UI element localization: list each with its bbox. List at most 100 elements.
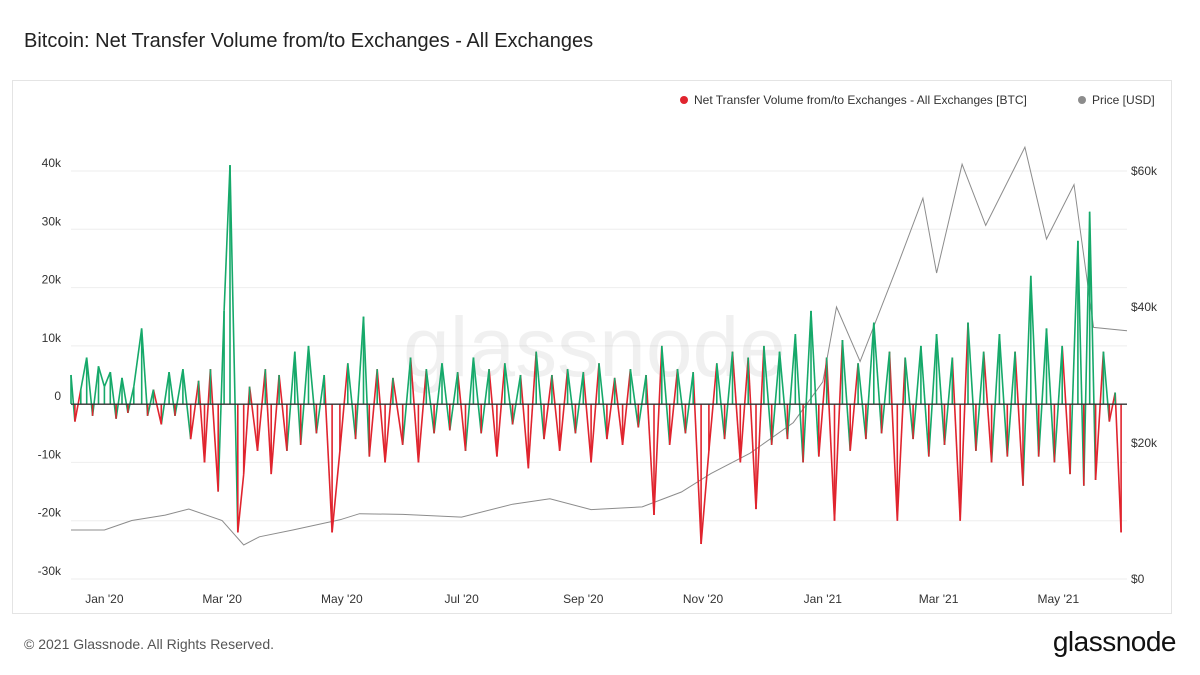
- net-transfer-segment: [115, 377, 123, 419]
- price-series: [71, 145, 1128, 546]
- net-transfer-segment: [294, 351, 302, 445]
- net-transfer-segment: [841, 339, 851, 451]
- net-transfer-segment: [708, 363, 718, 451]
- chart-legend: Net Transfer Volume from/to Exchanges - …: [680, 93, 1155, 107]
- legend-label-price: Price [USD]: [1092, 93, 1155, 107]
- y-right-tick-label: $40k: [1131, 300, 1158, 314]
- net-transfer-segment: [1045, 328, 1056, 463]
- net-transfer-segment: [629, 369, 640, 428]
- x-tick-label: Mar '21: [919, 592, 959, 606]
- chart-area: glassnode 40k 30k 20k 10k 0 -10k -20k -30k $60k $…: [12, 80, 1172, 614]
- net-transfer-segment: [209, 369, 219, 492]
- net-transfer-segment: [786, 334, 797, 440]
- net-transfer-segment: [613, 377, 624, 445]
- net-transfer-segment: [362, 316, 371, 457]
- net-transfer-segment: [825, 357, 836, 521]
- net-transfer-segment: [307, 345, 318, 434]
- net-transfer-segment: [278, 374, 288, 451]
- net-transfer-segment: [347, 363, 357, 440]
- net-transfer-segment: [849, 363, 859, 451]
- copyright-text: © 2021 Glassnode. All Rights Reserved.: [24, 636, 275, 652]
- y-left-tick-label: 30k: [42, 214, 62, 228]
- net-transfer-segment: [582, 372, 592, 463]
- net-transfer-segment: [606, 377, 616, 440]
- net-transfer-segment: [896, 357, 906, 521]
- net-transfer-segment: [558, 369, 569, 451]
- net-transfer-segment: [242, 386, 251, 475]
- net-transfer-segment: [456, 372, 467, 451]
- net-transfer-segment: [700, 450, 710, 545]
- net-transfer-segment: [935, 334, 946, 445]
- net-transfer-segment: [1094, 351, 1105, 480]
- net-transfer-segment: [959, 322, 969, 521]
- net-transfer-segment: [121, 377, 129, 414]
- net-transfer-segment: [323, 374, 333, 533]
- net-transfer-segment: [354, 316, 365, 440]
- chart-title: Bitcoin: Net Transfer Volume from/to Exc…: [24, 30, 594, 52]
- net-transfer-segment: [684, 371, 694, 434]
- net-transfer-segment: [998, 334, 1009, 457]
- legend-marker-net-transfer: [680, 96, 688, 104]
- net-transfer-segment: [504, 363, 514, 425]
- net-transfer-segment: [1088, 211, 1097, 480]
- legend-marker-price: [1078, 96, 1086, 104]
- y-left-tick-label: 0: [54, 389, 61, 403]
- net-transfer-segment: [645, 374, 655, 515]
- net-transfer-segment: [661, 345, 671, 445]
- x-tick-label: Jan '21: [804, 592, 843, 606]
- net-transfer-segment: [368, 369, 378, 457]
- net-transfer-segment: [535, 351, 545, 440]
- grid-lines: [71, 170, 1127, 580]
- net-transfer-segment: [223, 165, 231, 311]
- glassnode-logo: glassnode: [1052, 626, 1177, 657]
- net-transfer-segment: [566, 369, 577, 434]
- y-left-tick-label: -30k: [38, 564, 62, 578]
- net-transfer-segment: [384, 377, 394, 463]
- net-transfer-segment: [1077, 240, 1085, 486]
- net-transfer-segment: [97, 366, 106, 387]
- net-transfer-segment: [637, 374, 647, 428]
- net-transfer-segment: [739, 357, 749, 463]
- net-transfer-segment: [1030, 275, 1040, 457]
- net-transfer-segment: [376, 369, 386, 463]
- net-transfer-segment: [1069, 240, 1079, 475]
- net-transfer-segment: [80, 357, 88, 390]
- chart-svg: glassnode 40k 30k 20k 10k 0 -10k -20k -30k $60k $…: [38, 93, 1158, 606]
- net-transfer-segment: [928, 334, 938, 457]
- legend-label-net-transfer: Net Transfer Volume from/to Exchanges - …: [694, 93, 1027, 107]
- net-transfer-segment: [286, 351, 296, 451]
- net-transfer-segment: [1083, 211, 1091, 486]
- net-transfer-segment: [1114, 392, 1122, 533]
- net-transfer-segment: [409, 357, 420, 463]
- net-transfer-segment: [653, 345, 663, 515]
- net-transfer-segment: [433, 363, 443, 434]
- y-left-tick-label: 20k: [42, 273, 62, 287]
- net-transfer-segment: [676, 369, 687, 434]
- net-transfer-segment: [472, 357, 482, 434]
- net-transfer-segment: [543, 374, 553, 440]
- net-transfer-segment: [731, 351, 742, 463]
- net-transfer-segment: [990, 334, 1001, 463]
- net-transfer-segment: [723, 351, 734, 440]
- net-transfer-segment: [865, 322, 875, 440]
- net-transfer-segment: [264, 369, 272, 475]
- net-transfer-segment: [951, 357, 961, 521]
- price-line: [71, 145, 1128, 546]
- net-transfer-segment: [401, 357, 412, 445]
- net-transfer-segment: [621, 369, 632, 445]
- x-tick-label: Mar '20: [202, 592, 242, 606]
- net-transfer-segment: [590, 363, 600, 463]
- net-transfer-segment: [299, 345, 310, 445]
- net-transfer-segment: [888, 351, 899, 521]
- net-transfer-segment: [197, 380, 206, 463]
- net-transfer-segment: [449, 371, 459, 431]
- net-transfer-segment: [140, 328, 149, 416]
- net-transfer-segment: [85, 357, 94, 416]
- net-transfer-segment: [91, 366, 100, 416]
- net-transfer-segment: [488, 369, 498, 457]
- net-transfer-segment: [716, 363, 726, 440]
- net-transfer-segment: [770, 351, 781, 445]
- net-transfer-segment: [392, 377, 404, 446]
- x-tick-label: Nov '20: [683, 592, 724, 606]
- net-transfer-segment: [1061, 345, 1071, 475]
